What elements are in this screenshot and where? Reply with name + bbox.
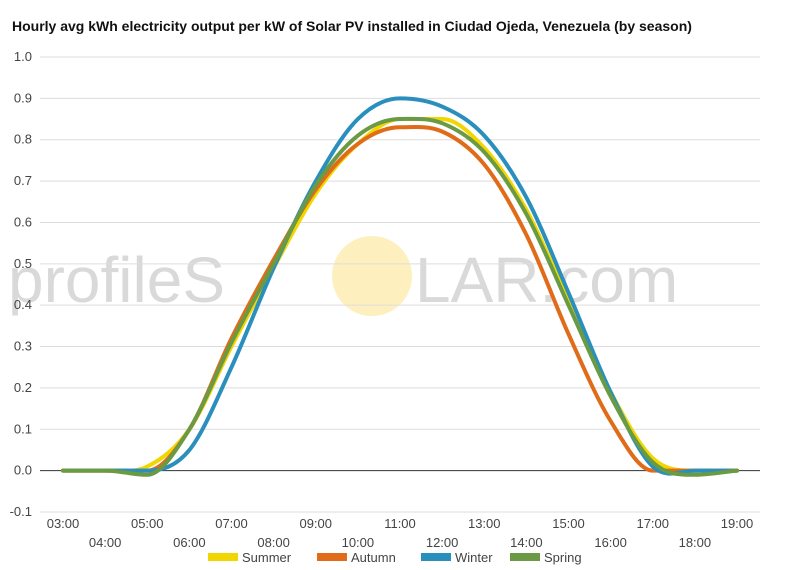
x-tick-label: 06:00 [173,535,206,550]
y-tick-label: 0.2 [14,380,32,395]
x-tick-label: 19:00 [721,516,754,531]
watermark-sun-icon [332,236,412,316]
y-tick-label: -0.1 [10,504,32,519]
x-tick-label: 03:00 [47,516,80,531]
y-axis: -0.1 0.0 0.1 0.2 0.3 0.4 0.5 0.6 0.7 0.8 0.9 1.0 [10,49,32,519]
x-tick-label: 17:00 [636,516,669,531]
x-axis: 03:00 04:00 05:00 06:00 07:00 08:00 09:00 10:00… [47,516,754,550]
legend-swatch-autumn [317,553,347,561]
watermark: profileS LAR.com [8,236,678,316]
y-tick-label: 0.7 [14,173,32,188]
legend-swatch-winter [421,553,451,561]
x-tick-label: 12:00 [426,535,459,550]
x-tick-label: 15:00 [552,516,585,531]
y-tick-label: 0.6 [14,214,32,229]
x-tick-label: 10:00 [342,535,375,550]
y-tick-label: 0.3 [14,339,32,354]
legend-label-spring: Spring [544,550,582,565]
x-tick-label: 16:00 [594,535,627,550]
y-tick-label: 0.8 [14,132,32,147]
x-tick-label: 09:00 [299,516,332,531]
y-tick-label: 0.1 [14,421,32,436]
x-tick-label: 13:00 [468,516,501,531]
watermark-text-left: profileS [8,244,225,316]
series-lines [61,96,739,477]
x-tick-label: 18:00 [679,535,712,550]
legend-swatch-summer [208,553,238,561]
legend-swatch-spring [510,553,540,561]
x-tick-label: 07:00 [215,516,248,531]
x-tick-label: 14:00 [510,535,543,550]
y-tick-label: 0.5 [14,256,32,271]
y-tick-label: 0.0 [14,463,32,478]
legend-label-winter: Winter [455,550,493,565]
series-line-spring [61,116,739,477]
legend: Summer Autumn Winter Spring [208,550,582,565]
y-tick-label: 1.0 [14,49,32,64]
x-tick-label: 05:00 [131,516,164,531]
y-tick-label: 0.4 [14,297,32,312]
chart-title: Hourly avg kWh electricity output per kW… [12,18,692,34]
x-tick-label: 08:00 [257,535,290,550]
y-tick-label: 0.9 [14,90,32,105]
x-tick-label: 04:00 [89,535,122,550]
legend-label-autumn: Autumn [351,550,396,565]
x-tick-label: 11:00 [384,516,416,531]
legend-label-summer: Summer [242,550,292,565]
